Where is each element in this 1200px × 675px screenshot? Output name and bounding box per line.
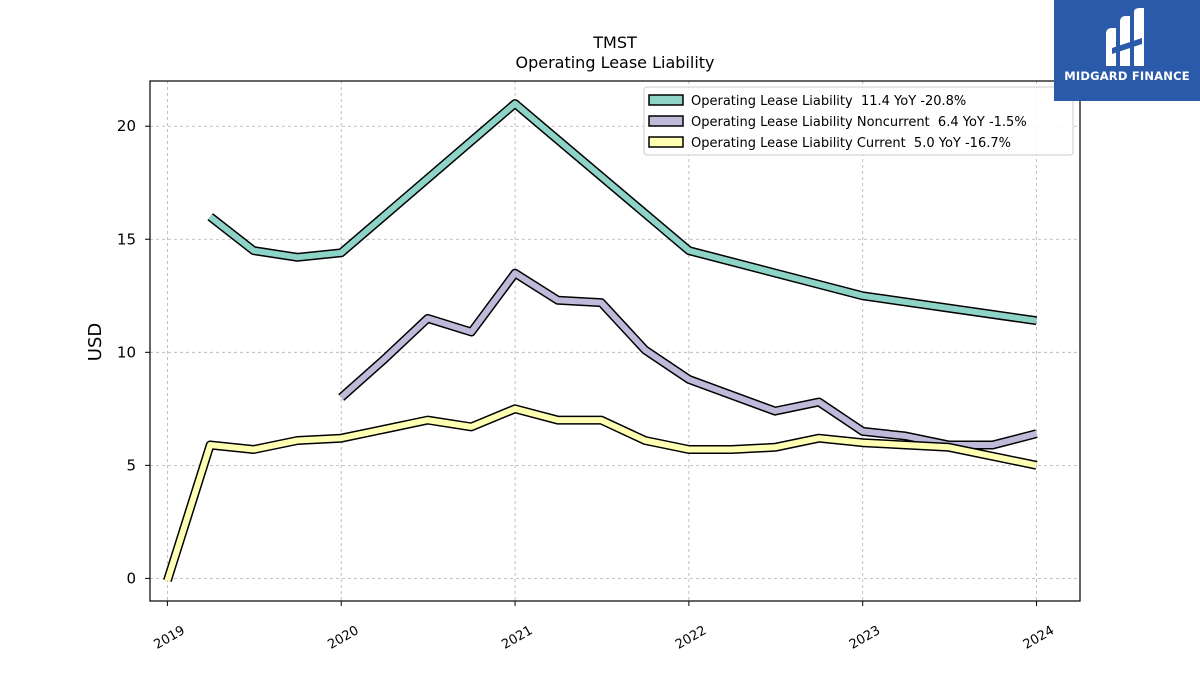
legend-swatch-1 (648, 115, 684, 127)
legend: Operating Lease Liability 11.4 YoY -20.8… (643, 86, 1074, 156)
series-line-1 (339, 270, 1038, 448)
y-tick-label: 10 (117, 343, 136, 361)
axes: 0 5 10 15 20 2019 2020 2021 2022 2023 2024 (117, 117, 1057, 653)
y-tick-label: 15 (117, 230, 136, 248)
plot-frame (149, 80, 1081, 602)
x-tick-label: 2020 (325, 623, 361, 653)
grid (150, 81, 1080, 601)
chart-subtitle: Operating Lease Liability (515, 53, 714, 72)
midgard-logo-icon (1106, 8, 1144, 66)
legend-label-2: Operating Lease Liability Current 5.0 Yo… (691, 136, 1011, 151)
series-lines (163, 99, 1038, 583)
chart-title: TMST (592, 33, 637, 52)
x-tick-label: 2021 (499, 623, 535, 653)
x-tick-label: 2022 (673, 623, 709, 653)
legend-label-0: Operating Lease Liability 11.4 YoY -20.8… (691, 94, 966, 109)
legend-swatch-2 (648, 136, 684, 148)
midgard-finance-logo: MIDGARD FINANCE (1054, 0, 1200, 101)
y-axis-label: USD (85, 323, 106, 361)
series-line-2 (164, 405, 1038, 582)
legend-label-1: Operating Lease Liability Noncurrent 6.4… (691, 115, 1027, 130)
logo-text: MIDGARD FINANCE (1064, 69, 1190, 83)
y-tick-label: 20 (117, 117, 136, 135)
y-tick-label: 5 (126, 456, 136, 474)
legend-swatch-0 (648, 94, 684, 106)
x-tick-label: 2024 (1021, 623, 1057, 653)
legend-box (643, 86, 1074, 156)
y-tick-label: 0 (126, 569, 136, 587)
series-line-0 (208, 100, 1037, 324)
x-tick-label: 2023 (847, 623, 883, 653)
x-tick-label: 2019 (152, 623, 188, 653)
